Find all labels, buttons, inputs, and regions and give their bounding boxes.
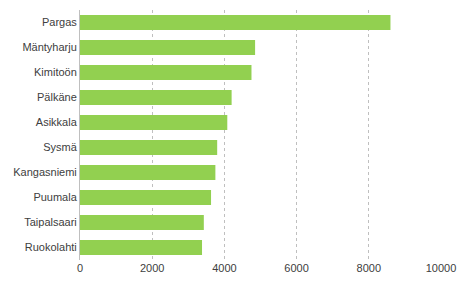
svg-text:2000: 2000 bbox=[140, 262, 164, 274]
svg-text:Kangasniemi: Kangasniemi bbox=[13, 166, 77, 178]
svg-text:Sysmä: Sysmä bbox=[43, 141, 78, 153]
svg-text:Pälkäne: Pälkäne bbox=[37, 91, 77, 103]
svg-text:0: 0 bbox=[77, 262, 83, 274]
svg-text:Puumala: Puumala bbox=[33, 191, 77, 203]
svg-text:Asikkala: Asikkala bbox=[36, 116, 78, 128]
svg-text:8000: 8000 bbox=[357, 262, 381, 274]
svg-text:Kimitoön: Kimitoön bbox=[34, 66, 77, 78]
svg-text:10000: 10000 bbox=[426, 262, 457, 274]
svg-text:Taipalsaari: Taipalsaari bbox=[24, 216, 77, 228]
svg-text:Mäntyharju: Mäntyharju bbox=[22, 41, 76, 53]
svg-text:Pargas: Pargas bbox=[42, 16, 77, 28]
svg-text:6000: 6000 bbox=[284, 262, 308, 274]
svg-text:4000: 4000 bbox=[212, 262, 236, 274]
svg-text:Ruokolahti: Ruokolahti bbox=[25, 241, 77, 253]
